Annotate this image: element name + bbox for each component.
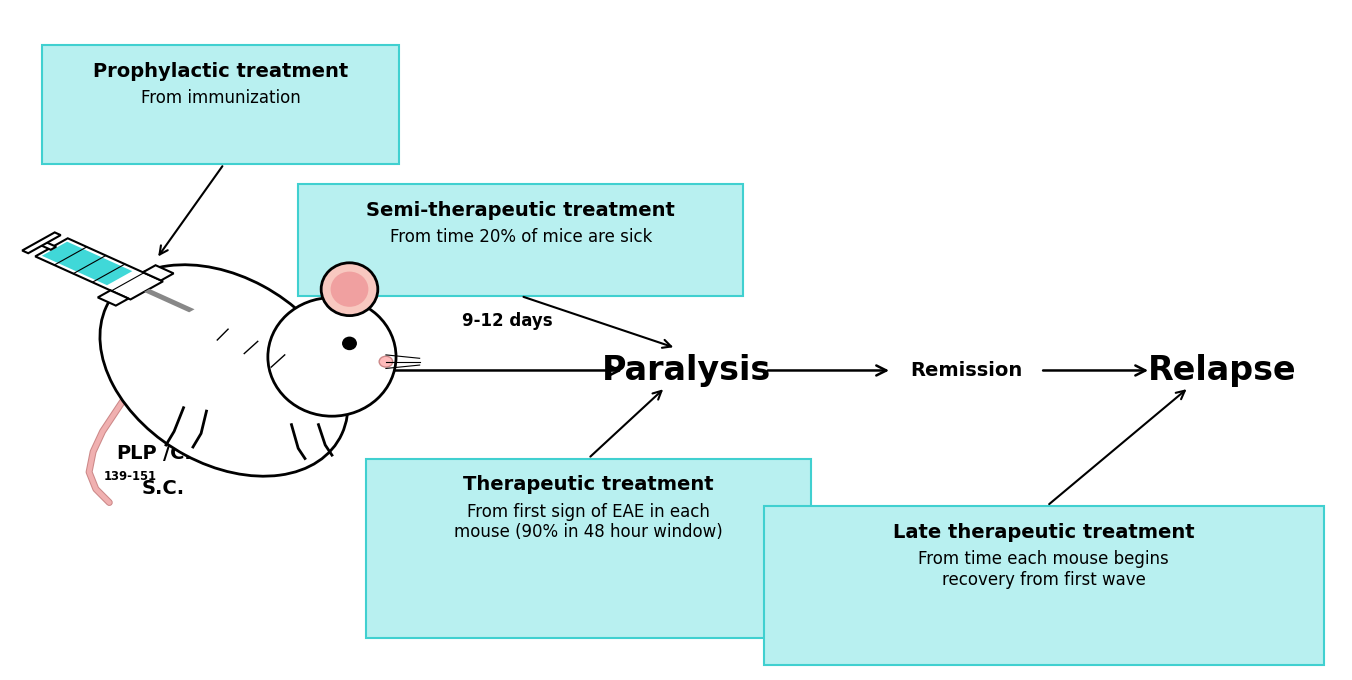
FancyBboxPatch shape <box>42 241 132 285</box>
Text: Relapse: Relapse <box>1148 354 1297 387</box>
Text: Remission: Remission <box>910 361 1022 380</box>
Ellipse shape <box>379 356 392 367</box>
FancyBboxPatch shape <box>299 184 744 296</box>
FancyBboxPatch shape <box>39 241 57 250</box>
Text: Semi-therapeutic treatment: Semi-therapeutic treatment <box>366 201 675 220</box>
Text: Paralysis: Paralysis <box>602 354 772 387</box>
FancyBboxPatch shape <box>145 289 195 312</box>
Ellipse shape <box>322 262 377 316</box>
FancyBboxPatch shape <box>35 238 164 299</box>
Ellipse shape <box>100 265 347 476</box>
Text: /CFA: /CFA <box>164 443 211 462</box>
FancyBboxPatch shape <box>22 233 61 253</box>
Text: 9-12 days: 9-12 days <box>462 312 553 330</box>
Text: From time each mouse begins
recovery from first wave: From time each mouse begins recovery fro… <box>918 550 1169 589</box>
Text: Late therapeutic treatment: Late therapeutic treatment <box>892 523 1194 542</box>
Text: Prophylactic treatment: Prophylactic treatment <box>93 63 349 82</box>
Text: From immunization: From immunization <box>141 90 300 107</box>
FancyBboxPatch shape <box>42 46 399 164</box>
FancyBboxPatch shape <box>143 265 173 280</box>
Text: PLP: PLP <box>116 443 157 462</box>
Ellipse shape <box>268 298 396 416</box>
FancyBboxPatch shape <box>365 458 811 638</box>
Ellipse shape <box>331 271 368 307</box>
Ellipse shape <box>343 337 356 350</box>
FancyBboxPatch shape <box>97 290 128 305</box>
Text: From first sign of EAE in each
mouse (90% in 48 hour window): From first sign of EAE in each mouse (90… <box>454 503 723 541</box>
Text: 139-151: 139-151 <box>104 470 157 483</box>
Text: S.C.: S.C. <box>142 479 185 498</box>
Text: Therapeutic treatment: Therapeutic treatment <box>462 475 714 494</box>
Text: From time 20% of mice are sick: From time 20% of mice are sick <box>389 228 652 246</box>
FancyBboxPatch shape <box>764 506 1324 665</box>
